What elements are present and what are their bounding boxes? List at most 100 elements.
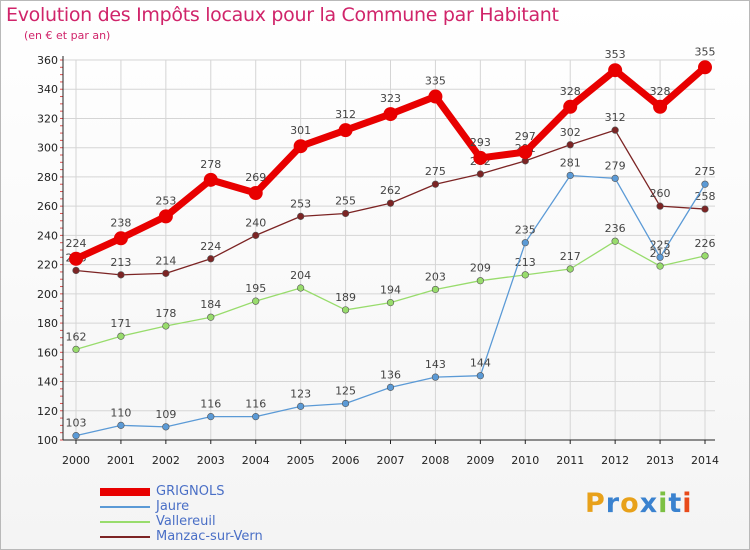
x-tick-label: 2014 [691,454,719,467]
data-point-manzac-sur-vern [117,271,125,279]
data-label-manzac-sur-vern: 255 [335,194,356,207]
data-label-vallereuil: 226 [695,237,716,250]
data-point-grignols [608,63,623,78]
data-point-jaure [656,253,664,261]
legend-swatch [100,488,150,496]
data-label-manzac-sur-vern: 240 [245,216,266,229]
data-label-grignols: 253 [155,194,176,207]
data-label-jaure: 235 [515,224,536,237]
data-label-vallereuil: 171 [110,317,131,330]
data-point-jaure [207,413,215,421]
y-tick-label: 340 [37,83,58,96]
data-label-manzac-sur-vern: 213 [110,256,131,269]
data-point-jaure [341,399,350,408]
data-label-grignols: 328 [650,85,671,98]
data-label-vallereuil: 194 [380,284,401,297]
data-point-jaure [476,372,484,380]
data-point-jaure [611,174,619,182]
data-label-jaure: 125 [335,384,356,397]
brand-letter: P [585,488,606,519]
data-point-grignols [518,145,533,160]
brand-letter: x [639,488,659,519]
data-point-vallereuil [431,285,440,294]
y-tick-label: 220 [37,259,58,272]
x-tick-label: 2004 [242,454,270,467]
data-point-vallereuil [207,313,215,321]
data-point-manzac-sur-vern [207,255,215,263]
x-tick-label: 2012 [601,454,629,467]
data-label-jaure: 116 [245,398,266,411]
data-label-vallereuil: 217 [560,250,581,263]
legend-swatch [100,521,150,523]
brand-letter: r [605,488,621,519]
x-tick-label: 2013 [646,454,674,467]
legend-item: Jaure [100,499,300,515]
data-label-grignols: 293 [470,136,491,149]
legend-item: Manzac-sur-Vern [100,529,300,545]
data-point-vallereuil [611,237,619,245]
data-point-grignols [338,123,353,138]
data-label-vallereuil: 219 [650,247,671,260]
data-point-grignols [428,89,443,104]
data-label-jaure: 136 [380,368,401,381]
data-label-manzac-sur-vern: 312 [605,111,626,124]
data-point-grignols [698,60,712,75]
data-label-grignols: 301 [290,124,311,137]
x-tick-label: 2005 [287,454,315,467]
data-point-grignols [383,107,398,122]
chart-subtitle: (en € et par an) [24,29,111,42]
x-tick-label: 2010 [511,454,539,467]
data-label-grignols: 278 [200,158,221,171]
y-tick-label: 100 [37,434,58,447]
data-point-grignols [158,209,173,224]
y-tick-label: 360 [37,54,58,67]
data-point-manzac-sur-vern [386,199,395,207]
legend-swatch [100,506,150,508]
data-point-vallereuil [476,277,484,285]
data-point-manzac-sur-vern [476,170,484,178]
legend-label: Manzac-sur-Vern [156,529,263,544]
data-label-grignols: 312 [335,108,356,121]
data-label-grignols: 297 [515,130,536,143]
data-point-manzac-sur-vern [566,141,574,149]
data-label-jaure: 109 [155,408,176,421]
data-label-manzac-sur-vern: 262 [380,184,401,197]
data-label-vallereuil: 213 [515,256,536,269]
data-label-jaure: 275 [695,165,716,178]
y-tick-label: 300 [37,142,58,155]
brand-letter: t [668,488,683,519]
x-tick-label: 2003 [197,454,225,467]
data-point-vallereuil [162,322,170,330]
data-point-grignols [473,150,488,165]
data-point-vallereuil [386,299,395,307]
data-point-vallereuil [656,262,664,270]
data-label-grignols: 269 [245,171,266,184]
data-point-grignols [203,172,218,187]
x-tick-label: 2008 [421,454,449,467]
data-label-vallereuil: 162 [66,330,87,343]
chart-legend: GRIGNOLS Jaure Vallereuil Manzac-sur-Vern [100,484,300,545]
data-label-grignols: 238 [110,216,131,229]
legend-swatch [100,536,150,538]
data-point-manzac-sur-vern [297,212,305,220]
data-point-grignols [69,251,83,266]
data-label-manzac-sur-vern: 224 [200,240,221,253]
data-point-grignols [248,186,263,200]
legend-label: Jaure [156,499,190,514]
x-tick-label: 2001 [107,454,135,467]
legend-item: Vallereuil [100,514,300,530]
y-tick-label: 260 [37,200,58,213]
data-label-grignols: 328 [560,85,581,98]
data-label-vallereuil: 203 [425,270,446,283]
brand-letter: o [620,488,640,519]
data-label-grignols: 335 [425,75,446,88]
data-label-manzac-sur-vern: 275 [425,165,446,178]
legend-label: GRIGNOLS [156,484,225,499]
chart-title: Evolution des Impôts locaux pour la Comm… [6,4,559,26]
data-point-manzac-sur-vern [72,266,80,275]
data-label-vallereuil: 209 [470,262,491,275]
data-label-jaure: 123 [290,387,311,400]
brand-letter: i [682,488,693,519]
data-label-manzac-sur-vern: 214 [155,254,176,267]
